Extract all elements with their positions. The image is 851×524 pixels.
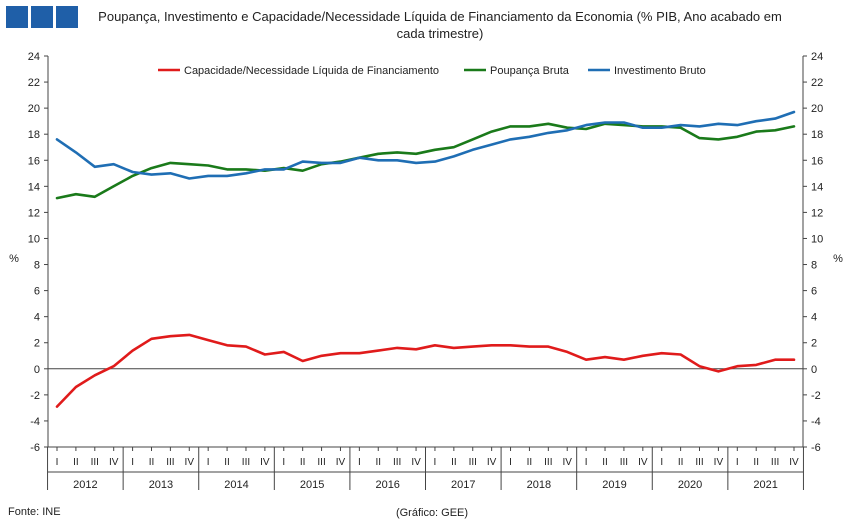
x-quarter-label: III (393, 457, 401, 468)
y-tick-label-right: 6 (811, 286, 817, 298)
x-quarter-label: III (544, 457, 552, 468)
chart-title: Poupança, Investimento e Capacidade/Nece… (98, 9, 782, 41)
logo-block-1 (6, 6, 28, 28)
x-quarter-label: I (282, 457, 285, 468)
x-quarter-label: IV (638, 457, 648, 468)
y-tick-label-right: 22 (811, 77, 823, 89)
x-quarter-label: IV (563, 457, 573, 468)
x-quarter-label: III (166, 457, 174, 468)
x-quarter-label: IV (336, 457, 346, 468)
x-year-label: 2020 (678, 479, 702, 491)
y-tick-label-left: -2 (30, 390, 40, 402)
x-quarter-label: IV (185, 457, 195, 468)
y-tick-label-left: 22 (28, 77, 40, 89)
x-year-label: 2016 (375, 479, 399, 491)
y-tick-label-right: 20 (811, 103, 823, 115)
x-quarter-label: II (678, 457, 684, 468)
y-tick-label-left: 24 (28, 51, 40, 63)
y-tick-label-left: 20 (28, 103, 40, 115)
y-tick-label-left: -4 (30, 416, 40, 428)
series-layer (55, 110, 796, 408)
y-tick-label-left: 0 (34, 364, 40, 376)
x-quarter-label: III (771, 457, 779, 468)
legend-label-2: Investimento Bruto (614, 65, 706, 77)
y-tick-label-right: -2 (811, 390, 821, 402)
x-quarter-label: I (509, 457, 512, 468)
series-line-0 (55, 333, 796, 408)
y-tick-label-right: 12 (811, 207, 823, 219)
x-quarter-label: I (736, 457, 739, 468)
x-year-label: 2017 (451, 479, 475, 491)
y-tick-label-right: -4 (811, 416, 821, 428)
y-tick-label-left: 2 (34, 338, 40, 350)
y-tick-label-left: 18 (28, 129, 40, 141)
x-quarter-label: III (695, 457, 703, 468)
x-quarter-label: I (434, 457, 437, 468)
legend: Capacidade/Necessidade Líquida de Financ… (158, 65, 706, 77)
logo-block-3 (56, 6, 78, 28)
y-tick-label-left: 12 (28, 207, 40, 219)
x-quarter-label: IV (789, 457, 799, 468)
x-quarter-label: II (375, 457, 381, 468)
x-year-label: 2019 (602, 479, 626, 491)
legend-label-0: Capacidade/Necessidade Líquida de Financ… (184, 65, 439, 77)
y-tick-label-right: 24 (811, 51, 823, 63)
series-line-2 (55, 110, 796, 180)
chart-credit: (Gráfico: GEE) (396, 507, 468, 519)
y-tick-label-left: -6 (30, 442, 40, 454)
x-quarter-label: III (91, 457, 99, 468)
x-quarter-label: II (527, 457, 533, 468)
y-tick-label-right: 14 (811, 181, 823, 193)
x-quarter-label: I (131, 457, 134, 468)
x-quarter-label: I (660, 457, 663, 468)
y-tick-label-right: 4 (811, 312, 817, 324)
x-quarter-label: IV (714, 457, 724, 468)
x-quarter-label: I (207, 457, 210, 468)
x-quarter-label: III (242, 457, 250, 468)
x-quarter-label: II (224, 457, 230, 468)
logo-block-2 (31, 6, 53, 28)
x-year-label: 2015 (300, 479, 324, 491)
source-note: Fonte: INE (8, 506, 61, 518)
x-quarter-label: III (620, 457, 628, 468)
x-quarter-label: IV (411, 457, 421, 468)
x-quarter-label: I (56, 457, 59, 468)
y-tick-label-left: 14 (28, 181, 40, 193)
x-quarter-label: IV (109, 457, 119, 468)
x-quarter-label: II (602, 457, 608, 468)
y-tick-label-right: 8 (811, 260, 817, 272)
x-year-label: 2012 (73, 479, 97, 491)
x-year-label: 2014 (224, 479, 248, 491)
x-quarter-label: II (300, 457, 306, 468)
x-year-label: 2018 (527, 479, 551, 491)
y-tick-label-left: 10 (28, 233, 40, 245)
y-axis-title-left: % (9, 253, 19, 265)
x-year-label: 2013 (149, 479, 173, 491)
y-tick-label-right: 16 (811, 155, 823, 167)
y-tick-label-right: 18 (811, 129, 823, 141)
x-year-label: 2021 (753, 479, 777, 491)
y-tick-label-right: 0 (811, 364, 817, 376)
y-tick-label-left: 4 (34, 312, 40, 324)
x-quarter-label: II (73, 457, 79, 468)
x-quarter-label: I (585, 457, 588, 468)
x-quarter-label: II (753, 457, 759, 468)
x-quarter-label: IV (260, 457, 270, 468)
y-axis-title-right: % (833, 253, 843, 265)
y-tick-label-right: 2 (811, 338, 817, 350)
x-quarter-label: III (469, 457, 477, 468)
x-quarter-label: III (317, 457, 325, 468)
x-quarter-label: II (451, 457, 457, 468)
x-quarter-label: I (358, 457, 361, 468)
y-tick-label-left: 6 (34, 286, 40, 298)
y-tick-label-right: -6 (811, 442, 821, 454)
legend-label-1: Poupança Bruta (490, 65, 570, 77)
y-tick-label-left: 16 (28, 155, 40, 167)
x-quarter-label: II (149, 457, 155, 468)
x-quarter-label: IV (487, 457, 497, 468)
y-tick-label-left: 8 (34, 260, 40, 272)
y-tick-label-right: 10 (811, 233, 823, 245)
